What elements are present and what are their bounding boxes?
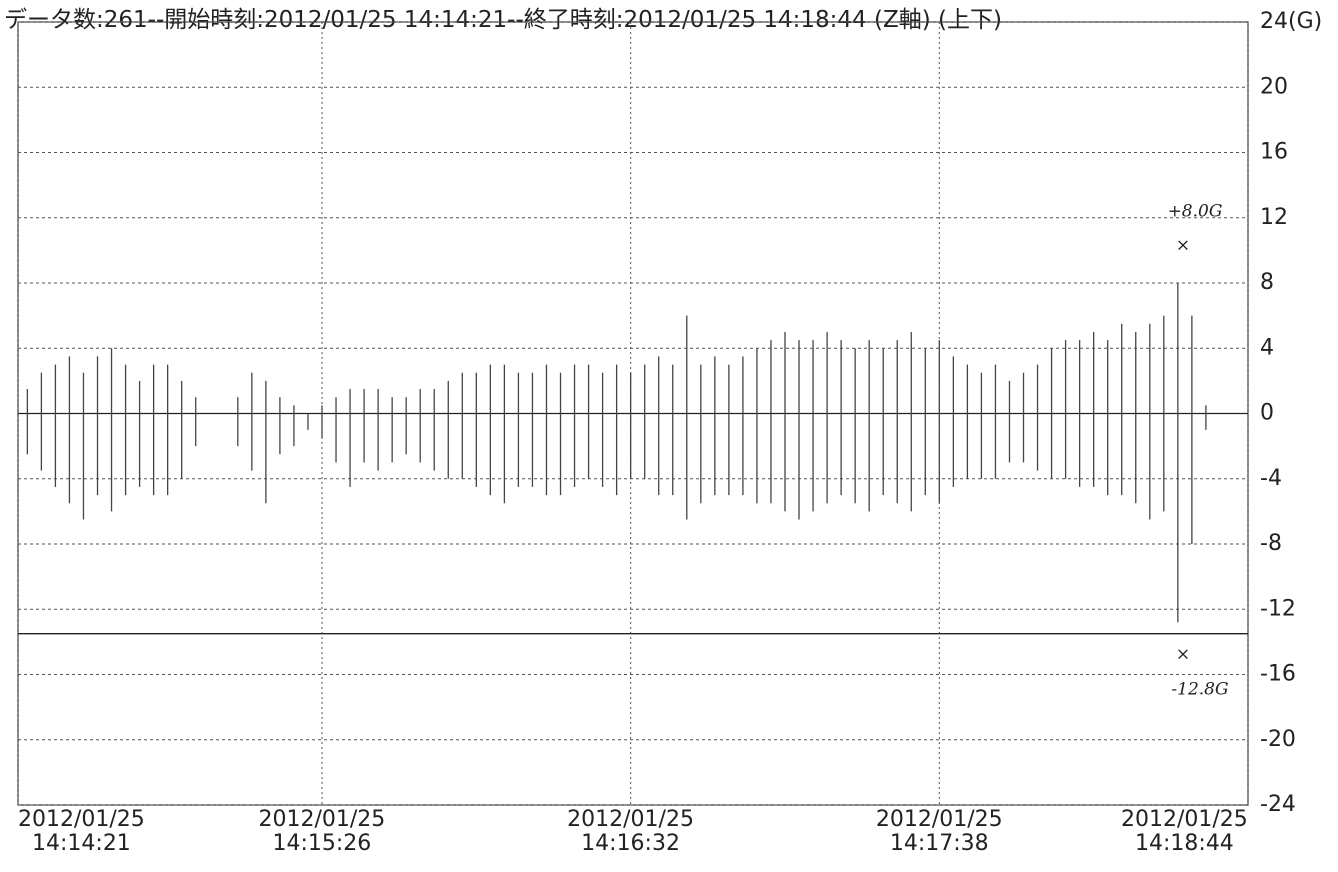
y-tick-label: 16	[1260, 140, 1288, 165]
y-tick-label: 4	[1260, 335, 1274, 360]
y-tick-label: -8	[1260, 531, 1282, 556]
x-tick-label: 2012/01/25 14:14:21	[18, 807, 145, 856]
y-tick-label: 24(G)	[1260, 9, 1322, 34]
x-tick-label: 2012/01/25 14:17:38	[875, 807, 1003, 856]
y-tick-label: 20	[1260, 74, 1288, 99]
y-tick-label: -4	[1260, 466, 1282, 491]
annotation: -12.8G	[1171, 680, 1228, 700]
y-tick-label: -12	[1260, 596, 1296, 621]
annotation: +8.0G	[1168, 202, 1223, 222]
annotation: ×	[1176, 645, 1190, 665]
y-tick-label: -16	[1260, 662, 1296, 687]
y-tick-label: -24	[1260, 792, 1296, 817]
annotation: ×	[1176, 236, 1190, 256]
x-tick-label: 2012/01/25 14:18:44	[1121, 807, 1248, 856]
x-tick-label: 2012/01/25 14:15:26	[258, 807, 386, 856]
y-tick-label: -20	[1260, 727, 1296, 752]
x-tick-label: 2012/01/25 14:16:32	[567, 807, 694, 856]
y-tick-label: 12	[1260, 205, 1288, 230]
chart-title: データ数:261--開始時刻:2012/01/25 14:14:21--終了時刻…	[4, 7, 1002, 33]
y-tick-label: 0	[1260, 401, 1274, 426]
y-tick-label: 8	[1260, 270, 1274, 295]
